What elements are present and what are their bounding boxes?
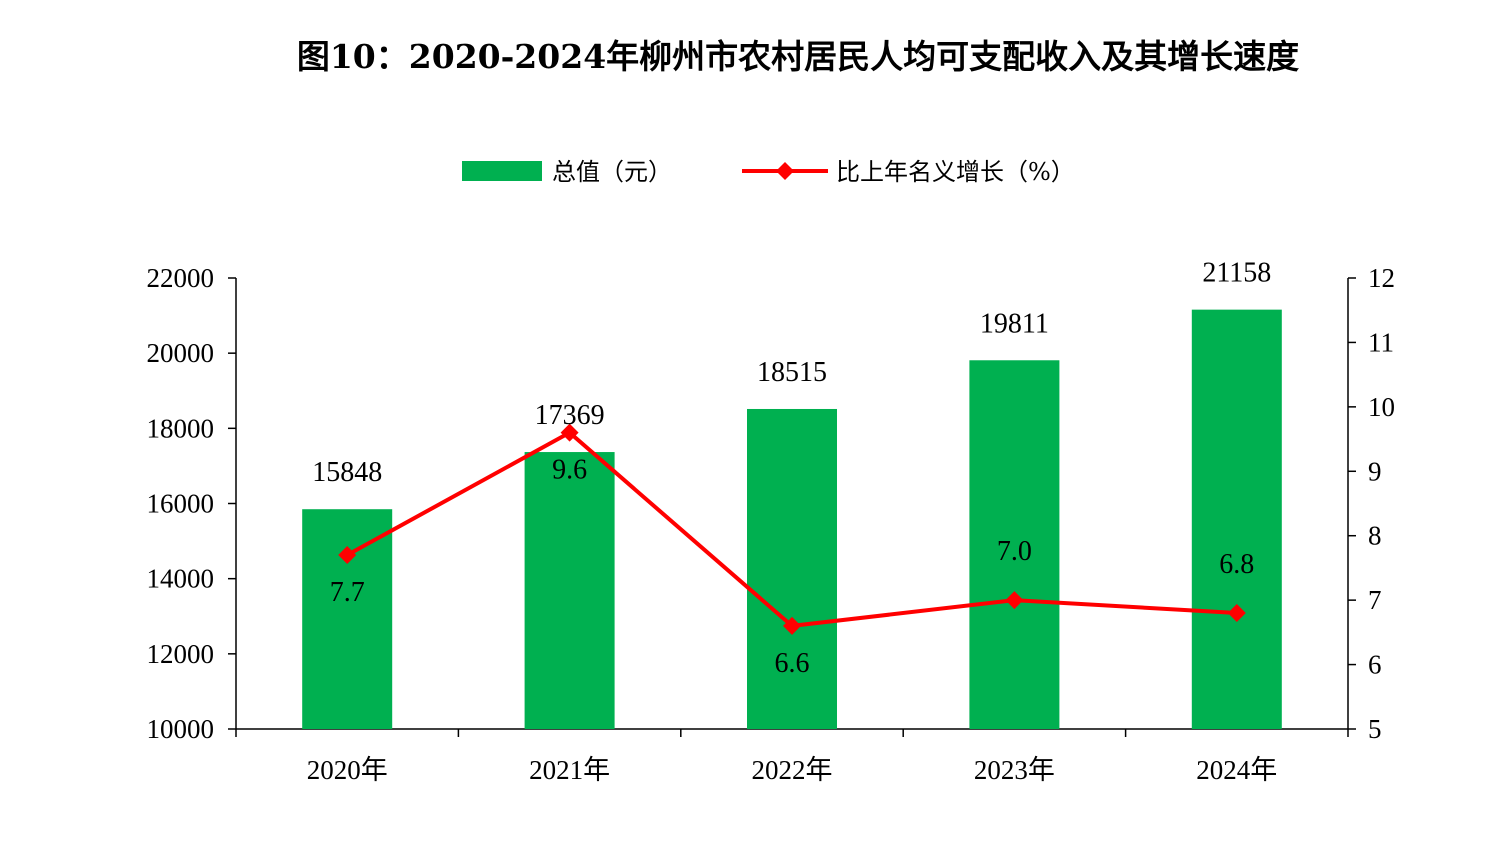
data-labels: 15848 17369 18515 19811 21158 7.7 9.6 6.6 7.0 6.8 (312, 258, 1271, 679)
x-tick-label: 2021年 (529, 755, 610, 785)
legend-bar-swatch (462, 161, 542, 181)
bar-value-label: 15848 (312, 457, 382, 488)
line-marker (1227, 604, 1246, 623)
line-marker (783, 616, 801, 635)
bar (302, 509, 393, 729)
bar-value-label: 18515 (757, 357, 827, 388)
legend-line-marker (776, 162, 794, 180)
bar (1191, 309, 1282, 729)
y-left-tick-label: 10000 (147, 714, 215, 744)
line-value-label: 6.6 (775, 648, 810, 679)
line-marker (338, 546, 357, 565)
legend-line-label: 比上年名义增长（%） (836, 158, 1075, 186)
y-right-tick-label: 8 (1368, 521, 1382, 551)
y-right-tick-label: 9 (1368, 456, 1382, 486)
line-series (338, 423, 1246, 635)
x-tick-label: 2020年 (307, 755, 388, 785)
line-value-label: 7.0 (997, 536, 1032, 567)
line-value-label: 6.8 (1219, 549, 1254, 580)
bar (747, 408, 837, 729)
x-tick-label: 2022年 (752, 755, 833, 785)
line-value-label: 7.7 (330, 577, 365, 608)
y-left-tick-label: 20000 (147, 338, 215, 368)
chart-title: 图10：2020-2024年柳州市农村居民人均可支配收入及其增长速度 (296, 37, 1300, 76)
y-left-tick-label: 14000 (147, 564, 215, 594)
y-right-tick-label: 7 (1368, 585, 1382, 615)
bar (524, 452, 615, 729)
line-marker (560, 423, 579, 442)
y-right-tick-label: 10 (1368, 392, 1395, 422)
y-left-tick-label: 22000 (147, 263, 215, 293)
y-left-tick-label: 16000 (147, 489, 215, 519)
bar-value-label: 19811 (980, 308, 1049, 339)
line-marker (1005, 591, 1024, 610)
y-left-tick-label: 18000 (147, 413, 215, 443)
x-tick-label: 2024年 (1196, 755, 1277, 785)
bars (302, 309, 1282, 729)
line-value-label: 9.6 (552, 455, 587, 486)
y-left-tick-label: 12000 (147, 639, 215, 669)
axes: 10000 12000 14000 16000 18000 20000 22000 5 6 7 8 9… (147, 263, 1396, 785)
y-right-tick-label: 6 (1368, 650, 1382, 680)
legend-bar-label: 总值（元） (552, 158, 672, 186)
legend: 总值（元） 比上年名义增长（%） (462, 158, 1075, 186)
y-right-tick-label: 12 (1368, 263, 1395, 293)
bar-value-label: 21158 (1202, 258, 1271, 289)
bar-value-label: 17369 (535, 400, 605, 431)
y-right-tick-label: 11 (1368, 327, 1394, 357)
x-tick-label: 2023年 (974, 755, 1055, 785)
y-right-tick-label: 5 (1368, 714, 1382, 744)
bar (969, 360, 1060, 729)
